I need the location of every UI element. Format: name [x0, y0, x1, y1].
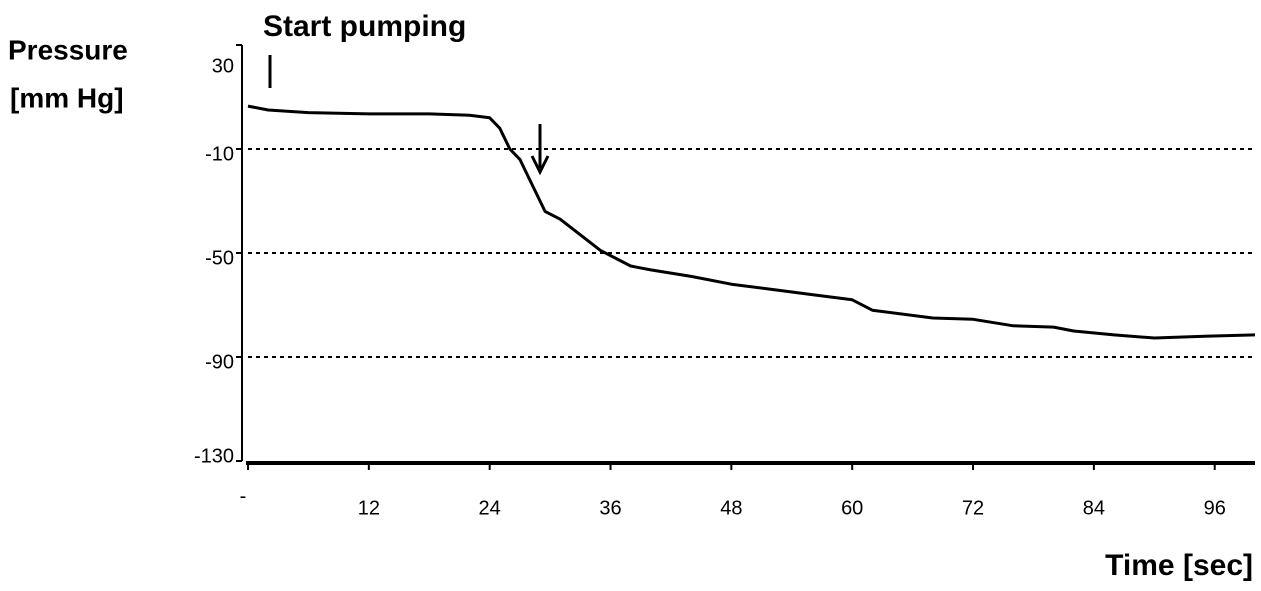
- y-tick-label: -10: [205, 143, 234, 165]
- x-tick-label: 48: [720, 497, 742, 519]
- x-tick-label: 12: [358, 497, 380, 519]
- y-tick-label: -50: [205, 247, 234, 269]
- y-tick-label: -130: [194, 445, 234, 467]
- x-tick-label: 72: [962, 497, 984, 519]
- y-label: Pressure: [8, 34, 128, 65]
- annotation: Start pumping: [263, 10, 466, 43]
- x-tick-label: 60: [841, 497, 863, 519]
- x-label: Time [sec]: [1105, 549, 1253, 582]
- x-tick-label: 36: [599, 497, 621, 519]
- y-label: [mm Hg]: [10, 82, 124, 113]
- data-line: [247, 104, 1256, 340]
- x-tick-label: 84: [1083, 497, 1105, 519]
- x-tick-label: -: [240, 485, 247, 507]
- y-tick-label: 30: [212, 55, 234, 77]
- arrow-head: [530, 155, 550, 176]
- y-tick-label: -90: [205, 351, 234, 373]
- x-tick-label: 96: [1204, 497, 1226, 519]
- x-tick-label: 24: [479, 497, 501, 519]
